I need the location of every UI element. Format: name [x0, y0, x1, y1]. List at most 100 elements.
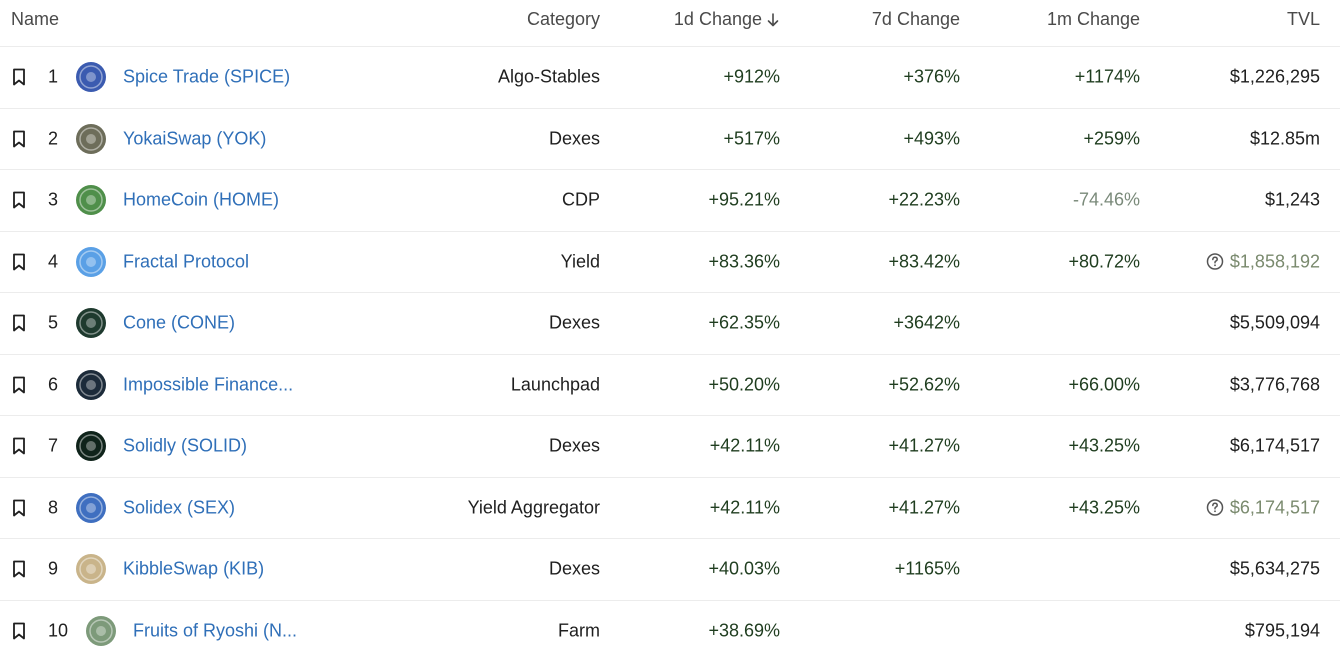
bookmark-icon[interactable] [11, 376, 27, 394]
change-7d-cell: +52.62% [888, 374, 960, 395]
change-1m-cell: +43.25% [1068, 497, 1140, 518]
protocol-name-link[interactable]: Cone (CONE) [123, 313, 235, 334]
solidly-logo [76, 431, 106, 461]
tvl-value: $5,509,094 [1230, 313, 1320, 334]
change-1d-cell: +62.35% [708, 313, 780, 334]
change-1d-cell: +42.11% [710, 497, 780, 518]
table-header: Name Category 1d Change 7d Change 1m Cha… [0, 0, 1340, 47]
tvl-cell: $6,174,517 [1230, 436, 1320, 457]
question-circle-icon[interactable] [1206, 253, 1224, 271]
rank-number: 4 [48, 251, 58, 272]
change-7d-cell: +83.42% [888, 251, 960, 272]
change-1m-cell: +66.00% [1068, 374, 1140, 395]
protocol-name-link[interactable]: KibbleSwap (KIB) [123, 559, 264, 580]
kibbleswap-logo [76, 554, 106, 584]
change-1m-cell: -74.46% [1073, 190, 1140, 211]
cone-logo [76, 308, 106, 338]
protocol-name-link[interactable]: Fractal Protocol [123, 251, 249, 272]
bookmark-icon[interactable] [11, 253, 27, 271]
header-1m-change[interactable]: 1m Change [1047, 9, 1140, 30]
header-category[interactable]: Category [527, 9, 600, 30]
tvl-value: $1,858,192 [1230, 251, 1320, 272]
tvl-cell: $5,509,094 [1230, 313, 1320, 334]
rank-number: 6 [48, 374, 58, 395]
category-cell: CDP [562, 190, 600, 211]
change-1d-cell: +95.21% [708, 190, 780, 211]
question-circle-icon[interactable] [1206, 499, 1224, 517]
protocol-name-link[interactable]: Spice Trade (SPICE) [123, 67, 290, 88]
table-row: 10 Fruits of Ryoshi (N... Farm +38.69% $… [0, 601, 1340, 661]
category-cell: Dexes [549, 559, 600, 580]
header-1d-change[interactable]: 1d Change [674, 9, 780, 30]
change-1d-cell: +50.20% [708, 374, 780, 395]
bookmark-icon[interactable] [11, 437, 27, 455]
bookmark-icon[interactable] [11, 191, 27, 209]
change-1d-cell: +38.69% [708, 620, 780, 641]
category-cell: Dexes [549, 313, 600, 334]
table-body: 1 Spice Trade (SPICE) Algo-Stables +912%… [0, 47, 1340, 661]
protocol-name-link[interactable]: Fruits of Ryoshi (N... [133, 620, 297, 641]
tvl-value: $1,243 [1265, 190, 1320, 211]
table-row: 9 KibbleSwap (KIB) Dexes +40.03% +1165% … [0, 539, 1340, 601]
category-cell: Yield Aggregator [468, 497, 600, 518]
header-name[interactable]: Name [11, 9, 59, 30]
category-cell: Yield [561, 251, 600, 272]
bookmark-icon[interactable] [11, 130, 27, 148]
tvl-value: $3,776,768 [1230, 374, 1320, 395]
tvl-value: $12.85m [1250, 128, 1320, 149]
tvl-cell: $6,174,517 [1206, 497, 1320, 518]
change-1d-cell: +42.11% [710, 436, 780, 457]
change-7d-cell: +3642% [893, 313, 960, 334]
protocol-name-link[interactable]: Solidly (SOLID) [123, 436, 247, 457]
yokaiswap-logo [76, 124, 106, 154]
tvl-cell: $1,243 [1265, 190, 1320, 211]
change-7d-cell: +41.27% [888, 436, 960, 457]
table-row: 6 Impossible Finance... Launchpad +50.20… [0, 355, 1340, 417]
change-1d-cell: +912% [723, 67, 780, 88]
homecoin-logo [76, 185, 106, 215]
category-cell: Dexes [549, 436, 600, 457]
protocol-name-link[interactable]: Solidex (SEX) [123, 497, 235, 518]
tvl-value: $6,174,517 [1230, 497, 1320, 518]
solidex-logo [76, 493, 106, 523]
category-cell: Launchpad [511, 374, 600, 395]
tvl-cell: $795,194 [1245, 620, 1320, 641]
fruits-of-ryoshi-logo [86, 616, 116, 646]
impossible-finance-logo [76, 370, 106, 400]
rank-number: 8 [48, 497, 58, 518]
protocol-name-link[interactable]: YokaiSwap (YOK) [123, 128, 266, 149]
table-row: 8 Solidex (SEX) Yield Aggregator +42.11%… [0, 478, 1340, 540]
rank-number: 1 [48, 67, 58, 88]
change-1m-cell: +1174% [1075, 67, 1140, 88]
change-7d-cell: +22.23% [888, 190, 960, 211]
arrow-down-icon [766, 12, 780, 28]
bookmark-icon[interactable] [11, 499, 27, 517]
change-7d-cell: +1165% [895, 559, 960, 580]
protocol-name-link[interactable]: Impossible Finance... [123, 374, 293, 395]
bookmark-icon[interactable] [11, 68, 27, 86]
table-row: 3 HomeCoin (HOME) CDP +95.21% +22.23% -7… [0, 170, 1340, 232]
change-7d-cell: +376% [903, 67, 960, 88]
change-1d-cell: +83.36% [708, 251, 780, 272]
change-1d-cell: +40.03% [708, 559, 780, 580]
protocol-name-link[interactable]: HomeCoin (HOME) [123, 190, 279, 211]
tvl-value: $1,226,295 [1230, 67, 1320, 88]
header-1d-change-label: 1d Change [674, 9, 762, 30]
table-row: 4 Fractal Protocol Yield +83.36% +83.42%… [0, 232, 1340, 294]
rank-number: 3 [48, 190, 58, 211]
fractal-protocol-logo [76, 247, 106, 277]
rank-number: 9 [48, 559, 58, 580]
change-7d-cell: +41.27% [888, 497, 960, 518]
rank-number: 2 [48, 128, 58, 149]
bookmark-icon[interactable] [11, 560, 27, 578]
rank-number: 7 [48, 436, 58, 457]
header-tvl[interactable]: TVL [1287, 9, 1320, 30]
change-1d-cell: +517% [723, 128, 780, 149]
header-7d-change[interactable]: 7d Change [872, 9, 960, 30]
bookmark-icon[interactable] [11, 622, 27, 640]
category-cell: Farm [558, 620, 600, 641]
rank-number: 10 [48, 620, 68, 641]
tvl-cell: $1,858,192 [1206, 251, 1320, 272]
bookmark-icon[interactable] [11, 314, 27, 332]
